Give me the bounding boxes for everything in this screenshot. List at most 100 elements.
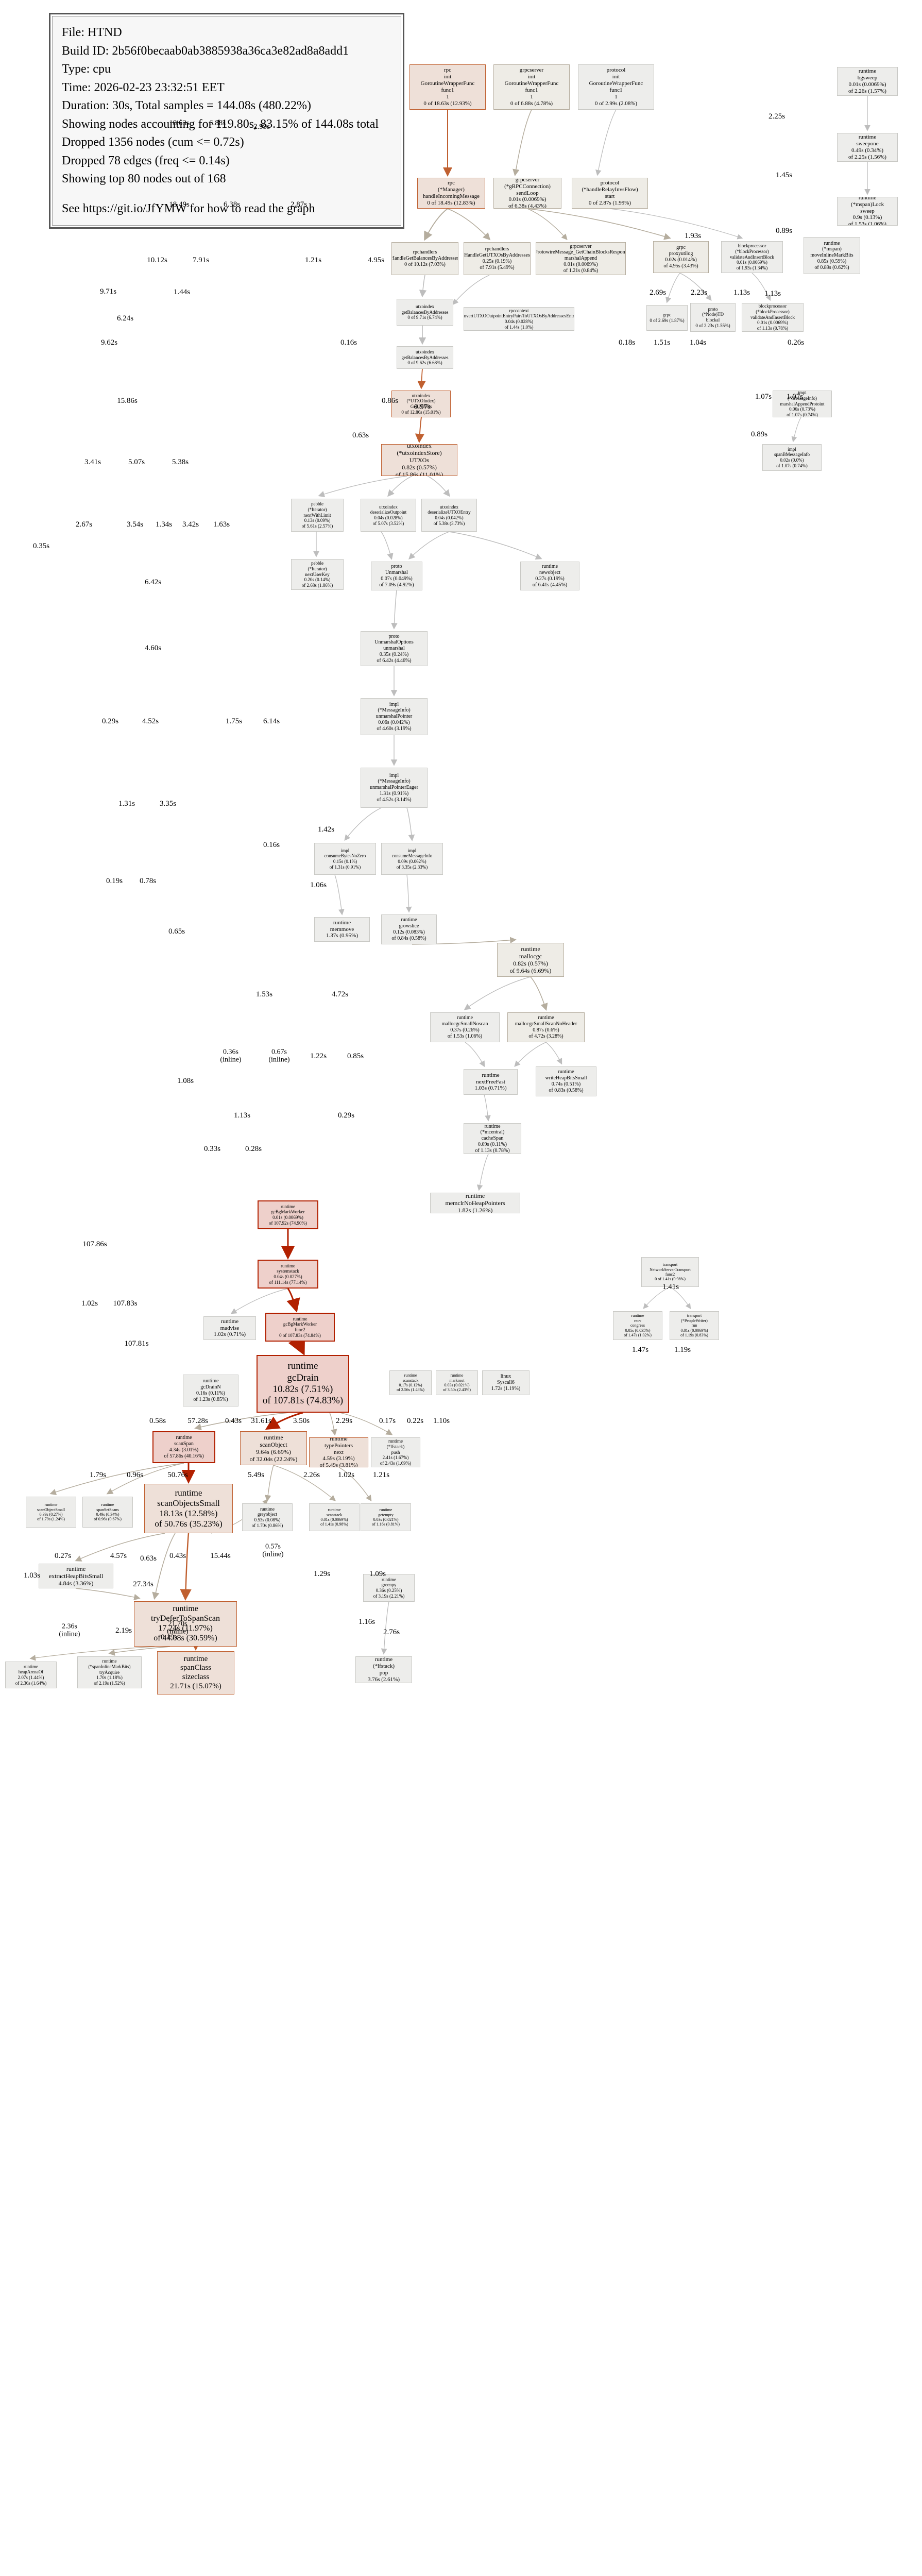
graph-node-blockprocessor[interactable]: blockprocessor (*blockProcessor) validateA…	[721, 241, 783, 273]
graph-node-utxoindex_get[interactable]: utxoindex getBalancesByAddresses 0 of 9.71…	[397, 299, 453, 326]
node-line: nextFreeFast	[476, 1078, 505, 1085]
graph-node-runtime_mcentral[interactable]: runtime (*mcentral) cacheSpan 0.09s (0.11%)…	[464, 1123, 521, 1154]
graph-node-utxoindex2[interactable]: utxoindex getBalancesByAddresses 0 of 9.62…	[397, 346, 453, 369]
graph-node-runtime_greyobject[interactable]: runtime greyobject 0.53s (0.08%) of 1.70s (…	[242, 1503, 293, 1531]
node-line: of 1.23s (0.85%)	[193, 1396, 228, 1402]
graph-node-utxoindex_node[interactable]: impl (*MessageInfo) marshalAppendProtoint 0…	[773, 391, 832, 417]
node-line: of 1.07s (0.74%)	[787, 412, 818, 417]
graph-node-runtime_newobject[interactable]: runtime newobject 0.27s (0.19%) of 6.41s (4…	[520, 562, 579, 590]
graph-node-transport_recvf[interactable]: transport NetworkServerTransport func2 0 of…	[641, 1257, 699, 1287]
graph-node-runtime_wih[interactable]: runtime writeHeapBitsSmall 0.74s (0.51%) of…	[536, 1066, 596, 1096]
graph-node-runtime_istackpush[interactable]: runtime (*lfstack) push 2.41s (1.67%) of 2.4…	[371, 1437, 420, 1467]
node-line: blockprocessor	[738, 243, 766, 249]
graph-edge	[452, 275, 490, 305]
graph-node-linux_syscall6[interactable]: linux Syscall6 1.72s (1.19%)	[482, 1370, 530, 1395]
graph-node-impl_umo2[interactable]: impl (*MessageInfo) unmarshalPointerEager 1…	[361, 768, 428, 808]
graph-node-runtime_nextfreeidx[interactable]: runtime nextFreeFast 1.03s (0.71%)	[464, 1069, 518, 1095]
graph-node-grpc_proxy[interactable]: grpc proxyutilog 0.02s (0.014%) of 4.95s (3…	[653, 241, 709, 273]
graph-node-rpc_handleMsg2[interactable]: rpchandlers HandleGetUTXOsByAddresses 0.25…	[464, 242, 531, 275]
graph-node-runtime_scanobject[interactable]: runtime scanObject 9.64s (6.69%) of 32.04s …	[240, 1431, 307, 1465]
graph-node-runtime_gcbgmw2[interactable]: runtime gcBgMarkWorker func2 0 of 107.83s (…	[265, 1313, 335, 1342]
graph-node-runtime_recvfunc[interactable]: runtime recv congress 0.05s (0.035%) of 1.47…	[613, 1311, 662, 1340]
graph-node-runtime_mgssnh[interactable]: runtime mallocgcSmallScanNoHeader 0.87s (0…	[507, 1012, 585, 1042]
graph-node-runtime_mallocgc[interactable]: runtime mallocgc 0.82s (0.57%) of 9.64s (6.…	[497, 943, 564, 977]
graph-node-proto_finder[interactable]: proto (*Node)TD blockal 0 of 2.23s (1.55%)	[690, 303, 736, 332]
node-line: deserializeOutpoint	[370, 510, 407, 515]
graph-node-grpcserver_init[interactable]: grpcserver init GoroutineWrapperFunc func1 1…	[493, 64, 570, 110]
graph-node-runtime_typepointersnext[interactable]: runtime typePointers next 4.59s (3.19%) of 5…	[309, 1437, 368, 1467]
graph-node-runtime_scansstack[interactable]: runtime scanstack 0.01s (0.0069%) of 1.41s …	[309, 1503, 360, 1531]
graph-node-pebble_newwithlimit[interactable]: pebble (*Iterator) nextWithLimit 0.13s (0.0…	[291, 499, 344, 532]
graph-node-runtime_bgsweep[interactable]: runtime bgsweep 0.01s (0.0069%) of 2.26s (1…	[837, 67, 898, 96]
graph-node-runtime_growslice[interactable]: runtime growslice 0.12s (0.083%) of 0.84s (…	[381, 914, 437, 944]
graph-node-runtime_trydefer[interactable]: runtime tryDeferToSpanScan 17.24s (11.97%)…	[134, 1601, 237, 1647]
graph-node-runtime_memclr[interactable]: runtime memclrNoHeapPointers 1.82s (1.26%)	[430, 1193, 520, 1213]
graph-node-protocol_msg[interactable]: grpcserver(*ProtowireMessage_GetChainBlo…	[536, 242, 626, 275]
edge-label-line: 107.86s	[82, 1240, 107, 1248]
graph-node-runtime_systemstack[interactable]: runtime systemstack 0.04s (0.027%) of 111.1…	[258, 1260, 318, 1289]
graph-node-runtime_gcdrainn[interactable]: runtime gcDrainN 0.16s (0.11%) of 1.23s (0.…	[183, 1375, 238, 1406]
edge-label-line: 107.83s	[113, 1299, 138, 1308]
graph-node-runtime_memmove[interactable]: runtime memmove 1.37s (0.95%)	[314, 917, 370, 942]
node-line: 1.72s (1.19%)	[491, 1385, 521, 1392]
graph-node-transport_recv[interactable]: transport (*PeopleWriter) run 0.01s (0.0069…	[670, 1311, 719, 1340]
graph-node-runtime_handleEvent[interactable]: rpc (*Manager) handleIncomingMessage 0 of 1…	[417, 178, 485, 209]
graph-node-runtime_madvise[interactable]: runtime madvise 1.02s (0.71%)	[203, 1316, 256, 1340]
graph-node-runtime_mgcsn[interactable]: runtime mallocgcSmallNoscan 0.37s (0.26%) o…	[430, 1012, 500, 1042]
graph-node-rpc_init[interactable]: rpc init GoroutineWrapperFunc func1 1 0 of 18…	[409, 64, 486, 110]
graph-node-impl_span[interactable]: impl spanBMessageInfo 0.02s (0.0%) of 1.07s…	[762, 444, 822, 471]
graph-node-runtime_sweepone[interactable]: runtime sweepone 0.49s (0.34%) of 2.25s (1.…	[837, 133, 898, 162]
graph-node-impl_cbn[interactable]: impl consumeBytesNoZero 0.15s (0.1%) of 1.3…	[314, 843, 376, 875]
graph-node-runtime_lfstackpop[interactable]: runtime (*lfstack) pop 3.76s (2.61%)	[355, 1656, 412, 1683]
node-line: of 6.42s (4.46%)	[377, 657, 412, 664]
graph-node-impl_cmi[interactable]: impl consumeMessageInfo 0.09s (0.062%) of 3…	[381, 843, 443, 875]
graph-node-impl_umo[interactable]: impl (*MessageInfo) unmarshalPointer 0.06s …	[361, 698, 428, 735]
graph-node-runtime_gcbgmarkworker[interactable]: runtime gcBgMarkWorker 0.01s (0.0069%) of 1…	[258, 1200, 318, 1229]
graph-node-protocol_flowHandler[interactable]: protocol (*handleRelayInvsFlow) start 0 of …	[572, 178, 648, 209]
legend-footer-link[interactable]: See https://git.io/JfYMW for how to read…	[62, 201, 315, 215]
graph-node-runtime_spanclass[interactable]: runtime spanClass sizeclass 21.71s (15.07%)	[157, 1651, 234, 1694]
graph-node-utxoindex_entry[interactable]: utxoindex deserializeUTXOEntry 0.04s (0.04…	[421, 499, 477, 532]
graph-node-runtime_heaparenaof[interactable]: runtime heapArenaOf 2.07s (1.44%) of 2.36s …	[5, 1662, 57, 1688]
node-line: systemstack	[277, 1268, 299, 1274]
graph-edge	[381, 531, 394, 560]
node-line: grpcserver	[570, 243, 592, 249]
graph-node-utxoindex_deser[interactable]: utxoindex deserializeOutpoint 0.04s (0.028…	[361, 499, 416, 532]
graph-node-runtime_gcdrain[interactable]: runtime gcDrain 10.82s (7.51%) of 107.81s (…	[257, 1355, 349, 1413]
graph-node-runtime_greenspy[interactable]: runtime greenpy 0.36s (0.25%) of 3.19s (2.2…	[363, 1574, 415, 1602]
graph-node-blockproc_sub[interactable]: blockprocessor (*blockProcessor) validateA…	[742, 303, 804, 332]
node-line: GoroutineWrapperFunc	[420, 80, 475, 87]
graph-node-conv_utxo[interactable]: rpccontext ConvertUTXOOutpointEntryPairsT…	[464, 307, 574, 331]
graph-node-pebble_iter[interactable]: pebble (*Iterator) nextUserKey 0.20s (0.14%…	[291, 559, 344, 590]
graph-node-grpcserver_sendLoop[interactable]: grpcserver (*gRPCConnection) sendLoop 0.01s…	[493, 178, 561, 209]
graph-node-rpc_handleMsg[interactable]: rpchandlers HandleGetBalancesByAddresses 0…	[391, 242, 458, 275]
graph-node-runtime_spaninlinemarkbits[interactable]: runtime (*spanInlineMarkBits) tryAcquire 1.…	[77, 1656, 142, 1688]
graph-node-runtime_extractheapbits[interactable]: runtime extractHeapBitsSmall 4.84s (3.36%)	[39, 1564, 113, 1588]
node-line: runtime	[558, 1069, 574, 1075]
graph-node-runtime_markroot[interactable]: runtime markroot 0.03s (0.021%) of 3.50s (2…	[436, 1370, 478, 1395]
graph-node-runtime_bgsweep2[interactable]: runtime (*mspan)Lock sweep 0.9s (0.13%) of 1…	[837, 197, 898, 226]
graph-edge	[152, 1533, 176, 1600]
edge-label-line: 0.58s	[149, 1416, 166, 1425]
graph-node-runtime_mspanl[interactable]: runtime (*mspan) moveInlineMarkBits 0.85s (…	[804, 237, 860, 274]
graph-node-utxoindex_store[interactable]: utxoindex (*UTXOIndex) GetUTXOs 0 of 12.86s…	[391, 391, 451, 417]
graph-node-protocol_init[interactable]: protocol init GoroutineWrapperFunc func1 1 0 …	[578, 64, 654, 110]
graph-node-runtime_spansetscans[interactable]: runtime spanSetScans 0.49s (0.34%) of 0.96s…	[82, 1497, 133, 1528]
graph-node-runtime_scanobjectssmall[interactable]: runtime scanObjectsSmall 18.13s (12.58%) of…	[144, 1484, 233, 1533]
legend-line-6: Dropped 1356 nodes (cum <= 0.72s)	[62, 135, 244, 149]
edge-label-line: 2.67s	[75, 520, 93, 529]
graph-node-runtime_scanobjectsmall[interactable]: runtime scanObjectSmall 0.39s (0.27%) of 1.…	[26, 1497, 76, 1528]
edge-weight-label: 0.27s	[55, 1552, 71, 1561]
graph-node-runtime_getempty[interactable]: runtime getempty 0.03s (0.021%) of 1.16s (0…	[361, 1503, 411, 1531]
edge-weight-label: 15.86s	[117, 397, 138, 405]
graph-node-runtime_scanspan[interactable]: runtime scanSpan 4.34s (3.01%) of 57.86s (4…	[152, 1431, 215, 1463]
graph-node-proto_unmarshal[interactable]: proto Unmarshal 0.07s (0.049%) of 7.09s (4.…	[371, 562, 422, 590]
node-line: 0.49s (0.34%)	[851, 147, 884, 154]
node-line: spanSetScans	[96, 1507, 119, 1512]
edge-label-line: (inline)	[59, 1631, 80, 1638]
edge-label-line: (inline)	[220, 1056, 242, 1064]
graph-node-runtime_scanblock[interactable]: runtime scanstack 0.17s (0.12%) of 2.56s (1…	[389, 1370, 432, 1395]
graph-node-utxoindex_main[interactable]: utxoindex (*utxoindexStore) UTXOs 0.82s (0.…	[381, 444, 457, 476]
graph-node-grpc_sub[interactable]: grpc 0 of 2.69s (1.87%)	[646, 305, 688, 331]
graph-node-proto_umo[interactable]: proto UnmarshalOptions unmarshal 0.35s (0.2…	[361, 631, 428, 666]
